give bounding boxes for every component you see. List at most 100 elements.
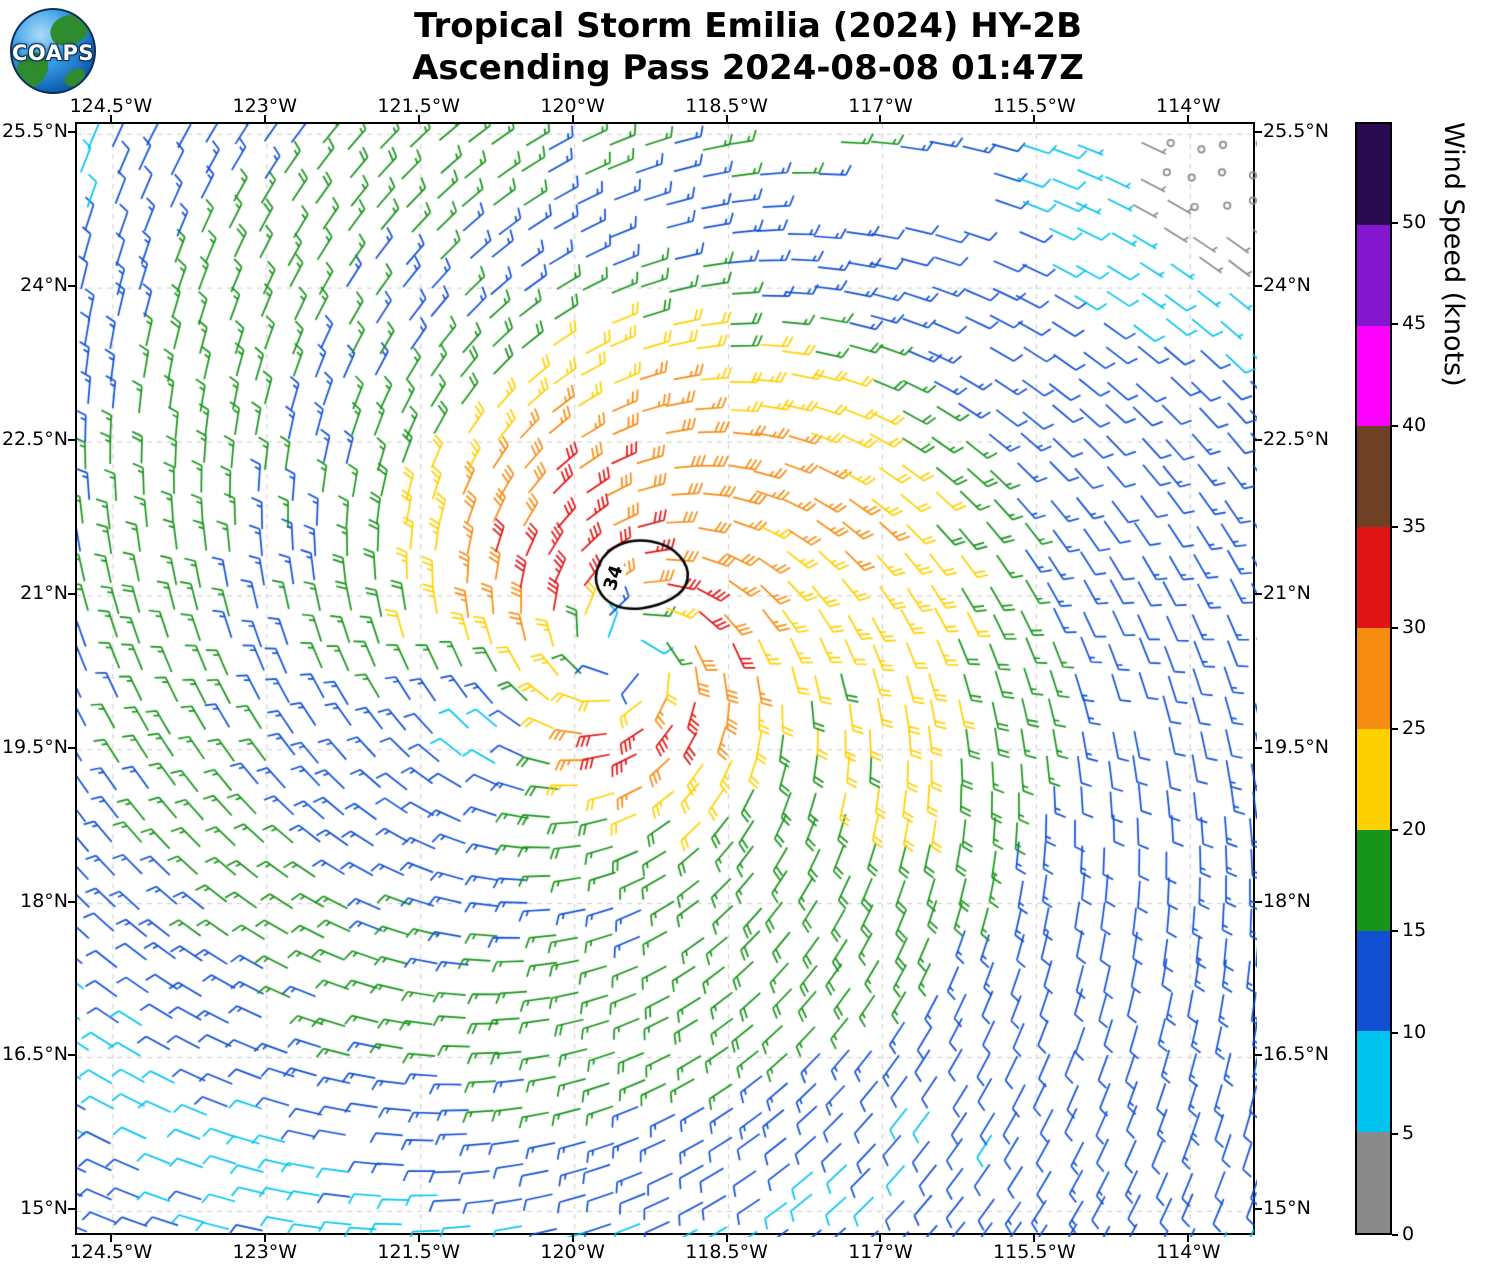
map-plot: 34 [75, 122, 1257, 1237]
y-tick-mark [1255, 285, 1262, 288]
x-tick-mark [1033, 1235, 1036, 1242]
colorbar-segment-50 [1357, 124, 1390, 225]
colorbar-tick-mark [1392, 525, 1398, 528]
y-tick-mark [68, 1054, 75, 1057]
colorbar-tick-mark [1392, 424, 1398, 427]
y-tick-mark [68, 592, 75, 595]
figure-title: Tropical Storm Emilia (2024) HY-2B [414, 6, 1082, 46]
colorbar-tick-label: 25 [1402, 717, 1427, 740]
y-tick-mark [68, 1208, 75, 1211]
x-tick-label-bottom: 115.5°W [993, 1241, 1076, 1263]
colorbar-tick-mark [1392, 1234, 1398, 1236]
colorbar-segment-30 [1357, 527, 1390, 629]
y-tick-label-right: 21°N [1263, 581, 1311, 604]
y-tick-mark [1255, 1208, 1262, 1211]
x-tick-mark [879, 1235, 882, 1242]
y-tick-label-right: 18°N [1263, 889, 1311, 912]
colorbar [1355, 122, 1392, 1235]
x-tick-label-bottom: 124.5°W [69, 1241, 153, 1263]
colorbar-tick-mark [1392, 930, 1398, 933]
x-tick-label-bottom: 118.5°W [685, 1241, 768, 1263]
colorbar-label: Wind Speed (knots) [1438, 122, 1469, 387]
y-tick-label-left: 22.5°N [1, 428, 68, 450]
y-tick-label-left: 19.5°N [1, 735, 68, 758]
colorbar-tick-mark [1392, 1132, 1398, 1135]
colorbar-tick-label: 0 [1402, 1223, 1415, 1245]
x-tick-mark [571, 1235, 574, 1242]
colorbar-tick-label: 20 [1402, 818, 1427, 841]
x-tick-mark [571, 115, 574, 122]
x-tick-mark [879, 115, 882, 122]
x-tick-mark [1187, 115, 1190, 122]
x-tick-label-bottom: 123°W [232, 1241, 298, 1263]
colorbar-tick-mark [1392, 829, 1398, 832]
x-tick-mark [725, 115, 728, 122]
colorbar-tick-label: 35 [1402, 514, 1427, 537]
x-tick-mark [263, 1235, 266, 1242]
colorbar-tick-label: 40 [1402, 413, 1427, 436]
x-tick-label-top: 123°W [232, 95, 298, 117]
x-tick-label-top: 114°W [1156, 95, 1221, 117]
y-tick-mark [1255, 746, 1262, 749]
colorbar-segment-40 [1357, 325, 1390, 427]
y-tick-mark [1255, 1054, 1262, 1057]
x-tick-label-bottom: 121.5°W [377, 1241, 461, 1263]
y-tick-mark [1255, 900, 1262, 903]
y-tick-mark [68, 285, 75, 288]
colorbar-tick-mark [1392, 323, 1398, 326]
colorbar-tick-mark [1392, 626, 1398, 629]
y-tick-mark [68, 900, 75, 903]
y-tick-label-left: 18°N [20, 889, 68, 912]
y-tick-mark [68, 746, 75, 749]
wind-barb-canvas [77, 124, 1257, 1237]
y-tick-mark [1255, 592, 1262, 595]
colorbar-tick-mark [1392, 1031, 1398, 1034]
x-tick-label-top: 115.5°W [993, 95, 1076, 117]
y-tick-label-right: 19.5°N [1263, 735, 1330, 758]
colorbar-segment-20 [1357, 728, 1390, 830]
y-tick-label-right: 24°N [1263, 274, 1311, 297]
figure-subtitle: Ascending Pass 2024-08-08 01:47Z [412, 48, 1084, 88]
figure-header: Tropical Storm Emilia (2024) HY-2B Ascen… [100, 5, 1396, 89]
x-tick-mark [1187, 1235, 1190, 1242]
x-tick-label-top: 120°W [540, 95, 605, 117]
colorbar-tick-mark [1392, 728, 1398, 731]
colorbar-tick-label: 50 [1402, 211, 1427, 234]
colorbar-segment-10 [1357, 930, 1390, 1032]
x-tick-label-top: 118.5°W [685, 95, 768, 117]
y-tick-label-right: 25.5°N [1263, 120, 1330, 143]
colorbar-tick-label: 15 [1402, 919, 1427, 942]
x-tick-mark [417, 1235, 420, 1242]
x-tick-mark [109, 1235, 112, 1242]
x-tick-mark [417, 115, 420, 122]
colorbar-segment-45 [1357, 224, 1390, 326]
colorbar-segment-15 [1357, 829, 1390, 931]
colorbar-segment-25 [1357, 628, 1390, 729]
coaps-logo-text: COAPS [12, 41, 94, 65]
x-tick-label-bottom: 114°W [1156, 1241, 1221, 1263]
y-tick-label-right: 15°N [1263, 1197, 1311, 1220]
y-tick-label-left: 24°N [20, 274, 68, 297]
y-tick-label-right: 22.5°N [1263, 428, 1330, 450]
colorbar-segment-5 [1357, 1031, 1390, 1133]
x-tick-label-bottom: 117°W [848, 1241, 913, 1263]
y-tick-label-left: 15°N [20, 1197, 68, 1220]
globe-land-shape [61, 65, 89, 90]
x-tick-label-top: 121.5°W [377, 95, 461, 117]
y-tick-label-left: 21°N [20, 581, 68, 604]
colorbar-tick-label: 30 [1402, 615, 1427, 638]
x-tick-mark [263, 115, 266, 122]
x-tick-mark [109, 115, 112, 122]
y-tick-label-right: 16.5°N [1263, 1043, 1330, 1066]
colorbar-tick-label: 5 [1402, 1121, 1415, 1144]
coaps-logo-icon: COAPS [10, 8, 96, 94]
x-tick-label-bottom: 120°W [540, 1241, 605, 1263]
x-tick-mark [1033, 115, 1036, 122]
y-tick-mark [1255, 439, 1262, 441]
colorbar-segment-35 [1357, 426, 1390, 528]
y-tick-label-left: 25.5°N [1, 120, 68, 143]
colorbar-tick-label: 45 [1402, 312, 1427, 335]
colorbar-segment-0 [1357, 1132, 1390, 1233]
x-tick-label-top: 117°W [848, 95, 913, 117]
